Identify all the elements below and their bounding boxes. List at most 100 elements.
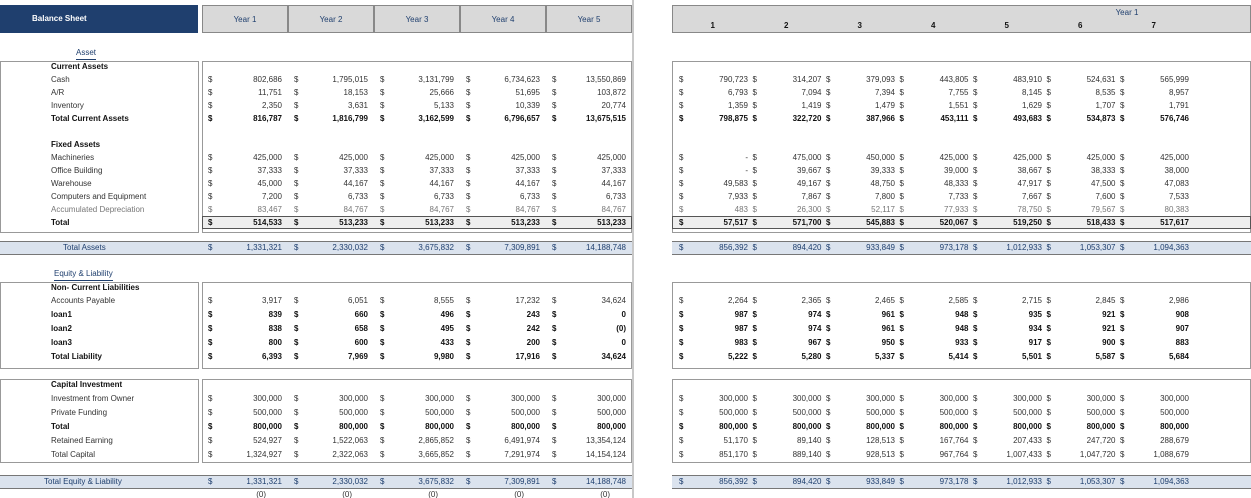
cell-value: 89,140	[797, 436, 822, 445]
currency: $	[552, 179, 557, 188]
currency: $	[826, 218, 831, 227]
row-label: Private Funding	[51, 408, 108, 417]
currency: $	[752, 114, 757, 123]
cell-value: 48,750	[870, 179, 895, 188]
currency: $	[973, 450, 978, 459]
currency: $	[899, 153, 904, 162]
currency: $	[826, 408, 831, 417]
cell-value: 5,280	[801, 352, 822, 361]
cell-value: 496	[440, 310, 454, 319]
currency: $	[466, 408, 471, 417]
row-label: Capital Investment	[51, 380, 123, 389]
cell-value: 513,233	[425, 218, 454, 227]
currency: $	[380, 192, 385, 201]
currency: $	[899, 101, 904, 110]
currency: $	[679, 422, 684, 431]
row-label: Office Building	[51, 166, 103, 175]
cell-value: 967	[808, 338, 822, 347]
cell-value: 798,875	[719, 114, 748, 123]
currency: $	[1046, 114, 1051, 123]
currency: $	[380, 310, 385, 319]
currency: $	[294, 101, 299, 110]
cell-value: 83,467	[257, 205, 282, 214]
cell-value: 242	[526, 324, 540, 333]
cell-value: (0)	[600, 490, 610, 498]
currency: $	[380, 324, 385, 333]
cell-value: 3,631	[347, 101, 368, 110]
currency: $	[899, 394, 904, 403]
currency: $	[752, 101, 757, 110]
cell-value: 534,873	[1086, 114, 1116, 123]
currency: $	[679, 352, 684, 361]
currency: $	[826, 179, 831, 188]
cell-value: 800,000	[253, 422, 282, 431]
currency: $	[208, 394, 213, 403]
currency: $	[294, 75, 299, 84]
cell-value: 519,250	[1013, 218, 1042, 227]
currency: $	[752, 218, 757, 227]
cell-value: (0)	[342, 490, 352, 498]
currency: $	[752, 324, 757, 333]
cell-value: 983	[734, 338, 748, 347]
cell-value: 1,012,933	[1006, 243, 1042, 252]
cell-value: 84,767	[429, 205, 454, 214]
currency: $	[899, 310, 904, 319]
currency: $	[826, 166, 831, 175]
cell-value: -	[745, 166, 748, 175]
cell-value: 600	[354, 338, 368, 347]
currency: $	[752, 477, 757, 486]
currency: $	[973, 88, 978, 97]
currency: $	[899, 166, 904, 175]
currency: $	[380, 394, 385, 403]
cell-value: 483	[734, 205, 748, 214]
cell-value: 933,849	[866, 243, 895, 252]
cell-value: 5,337	[874, 352, 895, 361]
currency: $	[679, 324, 684, 333]
cell-value: 52,117	[871, 205, 895, 214]
cell-value: 47,500	[1091, 179, 1116, 188]
cell-value: 1,053,307	[1079, 477, 1116, 486]
currency: $	[973, 324, 978, 333]
cell-value: 658	[354, 324, 368, 333]
row-label: Cash	[51, 75, 70, 84]
period-header: 1	[710, 21, 715, 30]
currency: $	[752, 205, 757, 214]
cell-value: 889,140	[792, 450, 822, 459]
cell-value: 44,167	[429, 179, 454, 188]
currency: $	[208, 205, 213, 214]
cell-value: 1,791	[1168, 101, 1189, 110]
currency: $	[466, 436, 471, 445]
cell-value: 300,000	[719, 394, 748, 403]
cell-value: 7,291,974	[504, 450, 540, 459]
cell-value: 660	[354, 310, 368, 319]
currency: $	[1046, 338, 1051, 347]
currency: $	[466, 338, 471, 347]
cell-value: 1,795,015	[332, 75, 368, 84]
cell-value: 1,088,679	[1153, 450, 1189, 459]
cell-value: 300,000	[1013, 394, 1042, 403]
currency: $	[466, 218, 471, 227]
cell-value: 13,354,124	[585, 436, 626, 445]
currency: $	[752, 153, 757, 162]
cell-value: 5,501	[1021, 352, 1042, 361]
cell-value: 300,000	[339, 394, 368, 403]
cell-value: (0)	[256, 490, 266, 498]
row-label: Non- Current Liabilities	[51, 283, 140, 292]
currency: $	[1120, 101, 1125, 110]
currency: $	[679, 192, 684, 201]
cell-value: 500,000	[597, 408, 626, 417]
cell-value: 80,383	[1164, 205, 1189, 214]
cell-value: 907	[1175, 324, 1189, 333]
currency: $	[552, 394, 557, 403]
currency: $	[208, 436, 213, 445]
currency: $	[208, 408, 213, 417]
currency: $	[380, 422, 385, 431]
currency: $	[208, 338, 213, 347]
cell-value: 921	[1102, 310, 1116, 319]
currency: $	[826, 75, 831, 84]
currency: $	[466, 75, 471, 84]
currency: $	[294, 296, 299, 305]
currency: $	[294, 450, 299, 459]
cell-value: 7,969	[347, 352, 368, 361]
cell-value: 443,805	[939, 75, 969, 84]
